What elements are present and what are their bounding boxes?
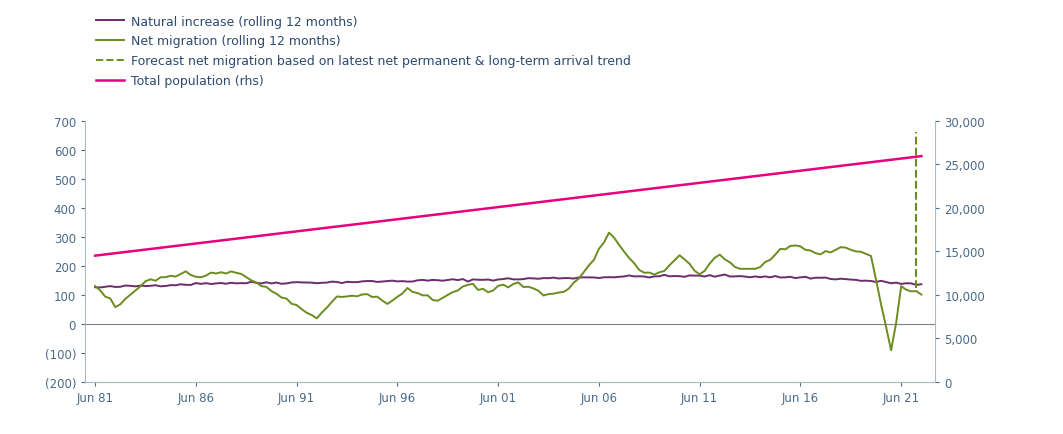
Legend: Natural increase (rolling 12 months), Net migration (rolling 12 months), Forecas: Natural increase (rolling 12 months), Ne… bbox=[91, 10, 636, 93]
